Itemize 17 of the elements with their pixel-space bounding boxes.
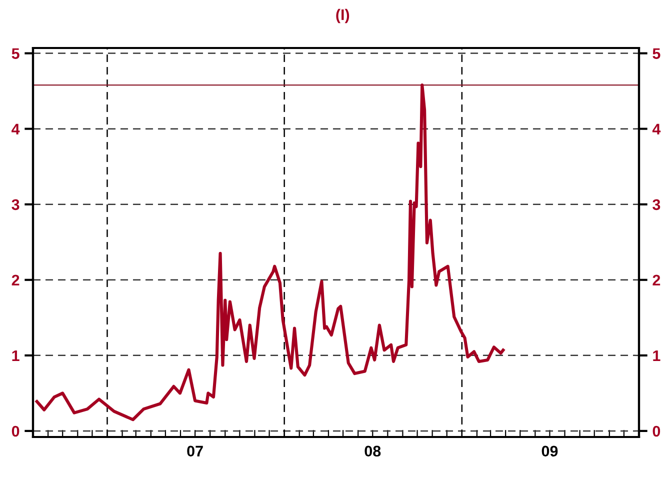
y2-tick-label: 0 (652, 426, 660, 437)
x-tick-label: 08 (364, 446, 381, 457)
y2-tick-label: 2 (652, 274, 660, 286)
x-tick-label: 07 (187, 446, 203, 457)
chart-title: (I) (336, 8, 350, 24)
y-tick-label: 1 (12, 350, 20, 361)
y2-tick-label: 3 (652, 199, 660, 210)
y-tick-label: 0 (12, 426, 20, 437)
x-tick-label: 09 (542, 446, 558, 457)
line-series (35, 83, 505, 422)
y-tick-label: 3 (12, 199, 20, 210)
y2-tick-label: 4 (652, 124, 661, 134)
y2-tick-label: 5 (652, 48, 660, 59)
y-tick-label: 5 (12, 48, 20, 59)
y2-tick-label: 1 (653, 350, 660, 361)
y-tick-label: 4 (12, 124, 20, 134)
y-tick-label: 2 (12, 274, 20, 286)
